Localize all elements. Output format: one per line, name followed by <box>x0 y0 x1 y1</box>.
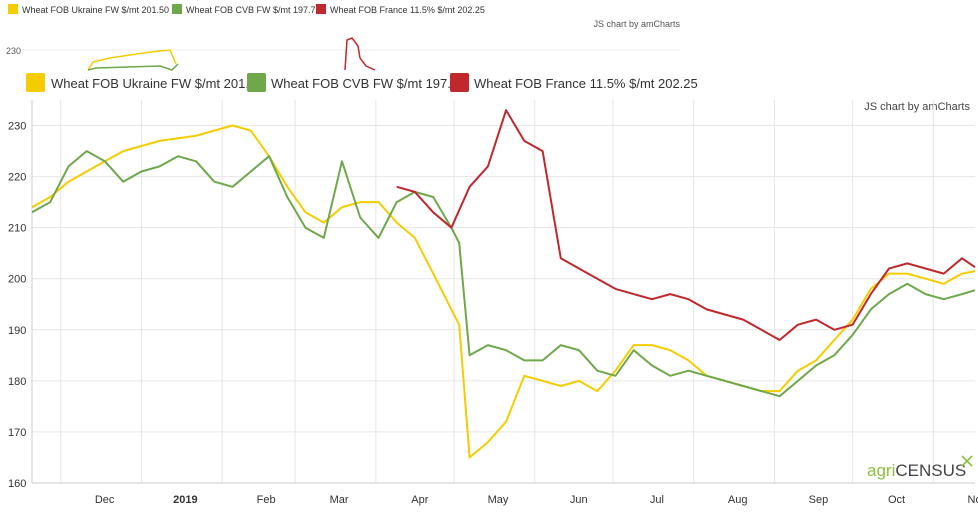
mini-line-cvb <box>87 63 179 71</box>
x-tick-label: Jun <box>570 494 588 506</box>
grid <box>31 100 975 484</box>
mini-legend-cvb[interactable]: Wheat FOB CVB FW $/mt 197.75 <box>186 5 321 15</box>
x-tick-label: Apr <box>411 494 428 506</box>
mini-legend-swatch-ukraine[interactable] <box>8 4 18 14</box>
y-tick-label: 220 <box>8 172 26 184</box>
brand-text: agriCENSUS <box>867 461 966 480</box>
brand-mark-icon <box>961 455 973 467</box>
y-tick-label: 190 <box>8 325 26 337</box>
y-tick-label: 180 <box>8 376 26 388</box>
legend-swatch-france[interactable] <box>450 73 469 92</box>
brand-logo: agriCENSUS <box>867 455 973 480</box>
series-lines <box>31 109 976 459</box>
mini-credit[interactable]: JS chart by amCharts <box>593 19 680 29</box>
x-axis: Dec 2019 Feb Mar Apr May Jun Jul Aug Sep Oct Nov <box>95 494 978 506</box>
mini-legend-france[interactable]: Wheat FOB France 11.5% $/mt 202.25 <box>330 5 485 15</box>
mini-line-france <box>344 37 376 71</box>
legend-cvb[interactable]: Wheat FOB CVB FW $/mt 197.75 <box>271 76 465 91</box>
mini-legend-swatch-cvb[interactable] <box>172 4 182 14</box>
x-tick-label: Feb <box>257 494 276 506</box>
y-axis: 160 170 180 190 200 210 220 230 <box>8 121 26 490</box>
mini-tick-230: 230 <box>6 46 21 56</box>
legend-swatch-cvb[interactable] <box>247 73 266 92</box>
y-tick-label: 160 <box>8 478 26 490</box>
y-tick-label: 230 <box>8 121 26 133</box>
mini-line-ukraine <box>87 49 177 71</box>
x-tick-label: Mar <box>330 494 349 506</box>
x-tick-label: Nov <box>968 494 978 506</box>
legend-ukraine[interactable]: Wheat FOB Ukraine FW $/mt 201.50 <box>51 76 263 91</box>
series-line-2 <box>396 109 976 341</box>
legend-france[interactable]: Wheat FOB France 11.5% $/mt 202.25 <box>474 76 698 91</box>
x-tick-label: Sep <box>809 494 829 506</box>
x-tick-label: Aug <box>728 494 748 506</box>
y-tick-label: 210 <box>8 223 26 235</box>
x-tick-label: Dec <box>95 494 115 506</box>
mini-legend[interactable]: Wheat FOB Ukraine FW $/mt 201.50 Wheat F… <box>8 4 485 15</box>
legend-swatch-ukraine[interactable] <box>26 73 45 92</box>
series-line-1 <box>31 150 976 398</box>
x-tick-label: Oct <box>888 494 905 506</box>
x-tick-label: Jul <box>650 494 664 506</box>
series-line-0 <box>31 124 976 459</box>
x-tick-label: 2019 <box>173 494 197 506</box>
x-tick-label: May <box>488 494 509 506</box>
y-tick-label: 170 <box>8 427 26 439</box>
credit[interactable]: JS chart by amCharts <box>864 101 970 113</box>
legend[interactable]: Wheat FOB Ukraine FW $/mt 201.50 Wheat F… <box>26 73 698 92</box>
mini-chart[interactable]: Wheat FOB Ukraine FW $/mt 201.50 Wheat F… <box>6 4 680 71</box>
mini-legend-swatch-france[interactable] <box>316 4 326 14</box>
y-tick-label: 200 <box>8 274 26 286</box>
mini-legend-ukraine[interactable]: Wheat FOB Ukraine FW $/mt 201.50 <box>22 5 169 15</box>
